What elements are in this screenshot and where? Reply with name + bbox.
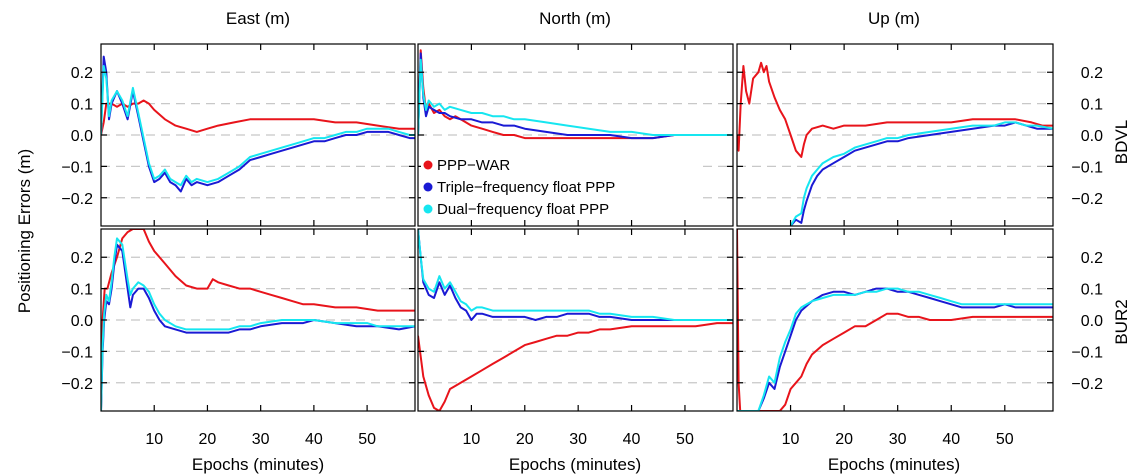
legend-marker-dual-frequency: [423, 204, 433, 214]
y-tick-label-left-bur2-east: 0.2: [71, 250, 93, 267]
x-tick-label-bur2-east: 30: [252, 431, 270, 448]
series-line-ppp-war-bdvl-east: [101, 99, 415, 136]
y-tick-label-left-bur2-east: −0.1: [61, 344, 93, 361]
x-tick-label-bur2-north: 40: [623, 431, 641, 448]
y-tick-label-right-bdvl-up: 0.1: [1081, 97, 1103, 114]
y-tick-label-left-bdvl-east: 0.1: [71, 97, 93, 114]
y-tick-label-left-bdvl-east: −0.1: [61, 159, 93, 176]
row-label-bur2: BUR2: [1112, 299, 1131, 344]
x-axis-label-north: Epochs (minutes): [509, 455, 641, 474]
x-tick-label-bur2-east: 50: [358, 431, 376, 448]
x-tick-label-bur2-north: 50: [676, 431, 694, 448]
row-label-bdvl: BDVL: [1112, 120, 1131, 164]
legend-label-ppp-war: PPP−WAR: [437, 157, 510, 174]
x-tick-label-bur2-up: 40: [942, 431, 960, 448]
panel-frames: [100, 43, 1054, 412]
x-tick-label-bur2-north: 10: [462, 431, 480, 448]
y-tick-label-right-bdvl-up: −0.2: [1071, 191, 1103, 208]
series-line-ppp-war-bur2-east: [101, 229, 415, 411]
series-line-triple-frequency-float-ppp-bur2-north: [418, 229, 733, 321]
panel-series-bdvl-east: [101, 55, 415, 193]
y-tick-label-left-bur2-east: −0.2: [61, 376, 93, 393]
series-line-dual-frequency-float-ppp-bdvl-up: [789, 121, 1053, 226]
series-line-triple-frequency-float-ppp-bdvl-north: [418, 52, 733, 140]
y-tick-label-right-bur2-up: 0.1: [1081, 282, 1103, 299]
column-title-north: North (m): [539, 9, 611, 28]
series-line-ppp-war-bur2-north: [418, 322, 733, 411]
legend-background: [421, 157, 703, 219]
x-axis-label-up: Epochs (minutes): [828, 455, 960, 474]
y-tick-label-left-bdvl-east: 0.2: [71, 65, 93, 82]
x-tick-label-bur2-east: 40: [305, 431, 323, 448]
column-title-east: East (m): [226, 9, 290, 28]
y-tick-label-right-bur2-up: −0.1: [1071, 344, 1103, 361]
series-line-triple-frequency-float-ppp-bur2-east: [101, 243, 415, 411]
legend-marker-ppp-war: [423, 160, 433, 170]
legend-label-triple-frequency: Triple−frequency float PPP: [437, 179, 615, 196]
y-tick-label-right-bur2-up: 0.2: [1081, 250, 1103, 267]
y-tick-label-right-bdvl-up: −0.1: [1071, 159, 1103, 176]
x-tick-label-bur2-up: 10: [782, 431, 800, 448]
y-tick-label-right-bur2-up: −0.2: [1071, 376, 1103, 393]
panel-series-bdvl-north: [418, 49, 733, 140]
x-tick-label-bur2-up: 20: [835, 431, 853, 448]
y-tick-label-left-bur2-east: 0.1: [71, 282, 93, 299]
x-tick-label-bur2-north: 20: [516, 431, 534, 448]
panel-series-bur2-east: [101, 229, 415, 411]
x-tick-label-bur2-up: 50: [996, 431, 1014, 448]
y-tick-label-right-bdvl-up: 0.2: [1081, 65, 1103, 82]
series-line-dual-frequency-float-ppp-bur2-north: [418, 229, 733, 321]
x-tick-label-bur2-east: 10: [145, 431, 163, 448]
series-line-ppp-war-bdvl-north: [418, 49, 733, 140]
y-tick-label-right-bdvl-up: 0.0: [1081, 128, 1103, 145]
panel-series-bdvl-up: [737, 61, 1053, 226]
x-tick-label-bur2-east: 20: [199, 431, 217, 448]
panel-series-bur2-up: [737, 229, 1053, 411]
legend: PPP−WAR Triple−frequency float PPP Dual−…: [421, 157, 703, 219]
x-tick-label-bur2-north: 30: [569, 431, 587, 448]
series-line-dual-frequency-float-ppp-bdvl-east: [101, 65, 415, 187]
series-line-dual-frequency-float-ppp-bur2-east: [101, 237, 415, 411]
series-line-dual-frequency-float-ppp-bur2-up: [737, 287, 1053, 411]
panel-series-bur2-north: [418, 229, 733, 411]
legend-label-dual-frequency: Dual−frequency float PPP: [437, 201, 609, 218]
series-line-ppp-war-bdvl-up: [737, 61, 1053, 158]
x-tick-label-bur2-up: 30: [889, 431, 907, 448]
series-layer: [101, 49, 1053, 411]
column-title-up: Up (m): [868, 9, 920, 28]
x-axis-label-east: Epochs (minutes): [192, 455, 324, 474]
series-line-dual-frequency-float-ppp-bdvl-north: [418, 58, 733, 136]
y-axis-label: Positioning Errors (m): [15, 149, 34, 313]
y-tick-label-left-bdvl-east: 0.0: [71, 128, 93, 145]
gridlines: [101, 71, 1053, 384]
series-line-triple-frequency-float-ppp-bdvl-up: [789, 121, 1053, 226]
y-tick-label-left-bdvl-east: −0.2: [61, 191, 93, 208]
series-line-triple-frequency-float-ppp-bur2-up: [737, 287, 1053, 411]
y-tick-label-right-bur2-up: 0.0: [1081, 313, 1103, 330]
legend-marker-triple-frequency: [423, 182, 433, 192]
y-tick-label-left-bur2-east: 0.0: [71, 313, 93, 330]
series-line-triple-frequency-float-ppp-bdvl-east: [101, 55, 415, 193]
series-line-ppp-war-bur2-up: [737, 229, 1053, 411]
ticks: −0.2 −0.1 0.0 0.1 0.2 −0.2 −0.1 0.0 0.1 0.2 10 20 30…: [61, 44, 1103, 448]
